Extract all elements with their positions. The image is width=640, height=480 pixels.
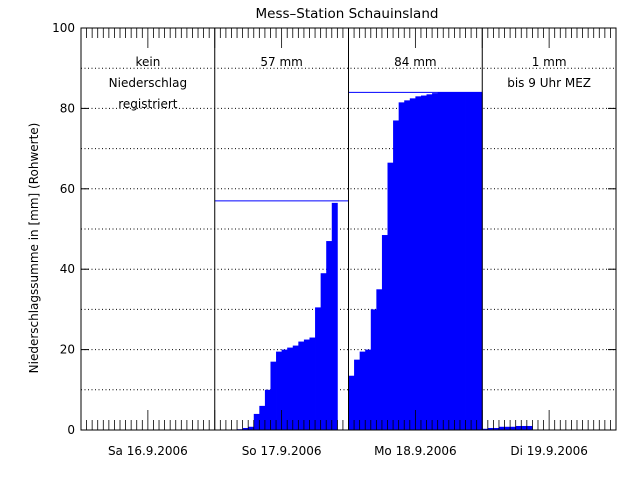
bar-day4-h3 bbox=[498, 426, 505, 430]
y-axis-label: Niederschlagssumme in [mm] (Rohwerte) bbox=[27, 123, 41, 374]
bar-day3-h11 bbox=[409, 98, 416, 430]
bar-day4-h0 bbox=[482, 428, 489, 430]
annotation-day3-line1: 84 mm bbox=[394, 55, 436, 69]
bar-day3-h9 bbox=[398, 102, 405, 431]
bar-day2-h6 bbox=[248, 426, 255, 430]
bar-day3-h1 bbox=[354, 359, 361, 430]
y-tick-label: 20 bbox=[60, 343, 75, 357]
bar-day3-h22 bbox=[471, 92, 478, 430]
bar-day2-h17 bbox=[309, 337, 316, 430]
y-tick-label: 0 bbox=[67, 423, 75, 437]
bar-day2-h19 bbox=[320, 273, 327, 430]
bar-day2-h21 bbox=[331, 202, 338, 430]
y-tick-label: 60 bbox=[60, 182, 75, 196]
bar-day3-h12 bbox=[415, 96, 422, 430]
bar-day3-h8 bbox=[393, 120, 400, 431]
annotation-day1-line1: kein bbox=[135, 55, 160, 69]
bar-day3-h15 bbox=[432, 93, 439, 431]
bar-day4-h7 bbox=[521, 425, 528, 430]
bar-day3-h2 bbox=[359, 351, 366, 430]
bar-day4-h2 bbox=[493, 427, 500, 430]
bar-day2-h16 bbox=[303, 339, 310, 430]
bar-day2-h14 bbox=[292, 345, 299, 430]
bar-day2-h12 bbox=[281, 349, 288, 430]
y-tick-label: 80 bbox=[60, 101, 75, 115]
y-tick-label: 40 bbox=[60, 262, 75, 276]
bar-day3-h20 bbox=[459, 92, 466, 430]
annotation-day2-line1: 57 mm bbox=[260, 55, 302, 69]
x-tick-label-day3: Mo 18.9.2006 bbox=[374, 444, 457, 458]
bar-day3-h16 bbox=[437, 92, 444, 430]
bar-day3-h23 bbox=[476, 92, 483, 430]
bar-day2-h9 bbox=[264, 389, 271, 430]
labels-group: 0 20 40 60 80 100 Sa 16.9.2006 kein Niederschlag… bbox=[52, 21, 591, 458]
bar-day2-h8 bbox=[259, 405, 266, 430]
bar-day2-h5 bbox=[242, 427, 249, 430]
bars-group bbox=[214, 91, 533, 431]
annotation-day1-line3: registriert bbox=[118, 97, 178, 111]
axes-group bbox=[80, 27, 617, 431]
bar-day2-h15 bbox=[298, 341, 305, 430]
bar-day2-h11 bbox=[276, 351, 283, 430]
bar-day3-h14 bbox=[426, 94, 433, 430]
annotation-day4-line2: bis 9 Uhr MEZ bbox=[507, 76, 591, 90]
bar-day2-h7 bbox=[253, 413, 260, 430]
bar-day4-h4 bbox=[504, 426, 511, 430]
bar-day3-h13 bbox=[420, 95, 427, 430]
bar-day3-h3 bbox=[365, 349, 372, 430]
x-tick-label-day2: So 17.9.2006 bbox=[242, 444, 322, 458]
bar-day4-h8 bbox=[526, 425, 533, 430]
bar-day3-h17 bbox=[443, 92, 450, 430]
y-tick-label: 100 bbox=[52, 21, 75, 35]
bar-day2-h10 bbox=[270, 361, 277, 430]
bar-day2-h13 bbox=[287, 347, 294, 430]
x-tick-label-day1: Sa 16.9.2006 bbox=[108, 444, 188, 458]
bar-day4-h5 bbox=[510, 426, 517, 430]
bar-day3-h4 bbox=[370, 309, 377, 430]
annotation-day1-line2: Niederschlag bbox=[109, 76, 187, 90]
bar-day3-h6 bbox=[381, 235, 388, 430]
bar-day4-h6 bbox=[515, 425, 522, 430]
bar-day3-h0 bbox=[348, 375, 355, 430]
bar-day3-h7 bbox=[387, 162, 394, 431]
bar-day3-h10 bbox=[404, 100, 411, 431]
x-tick-label-day4: Di 19.9.2006 bbox=[510, 444, 587, 458]
chart-title: Mess–Station Schauinsland bbox=[256, 6, 439, 22]
bar-day2-h18 bbox=[315, 307, 322, 430]
bar-day2-h20 bbox=[326, 241, 333, 430]
bar-day3-h21 bbox=[465, 92, 472, 430]
bar-day4-h1 bbox=[487, 427, 494, 430]
bar-day3-h19 bbox=[454, 92, 461, 430]
bar-day3-h5 bbox=[376, 289, 383, 430]
bar-day3-h18 bbox=[448, 92, 455, 430]
annotation-day4-line1: 1 mm bbox=[532, 55, 567, 69]
